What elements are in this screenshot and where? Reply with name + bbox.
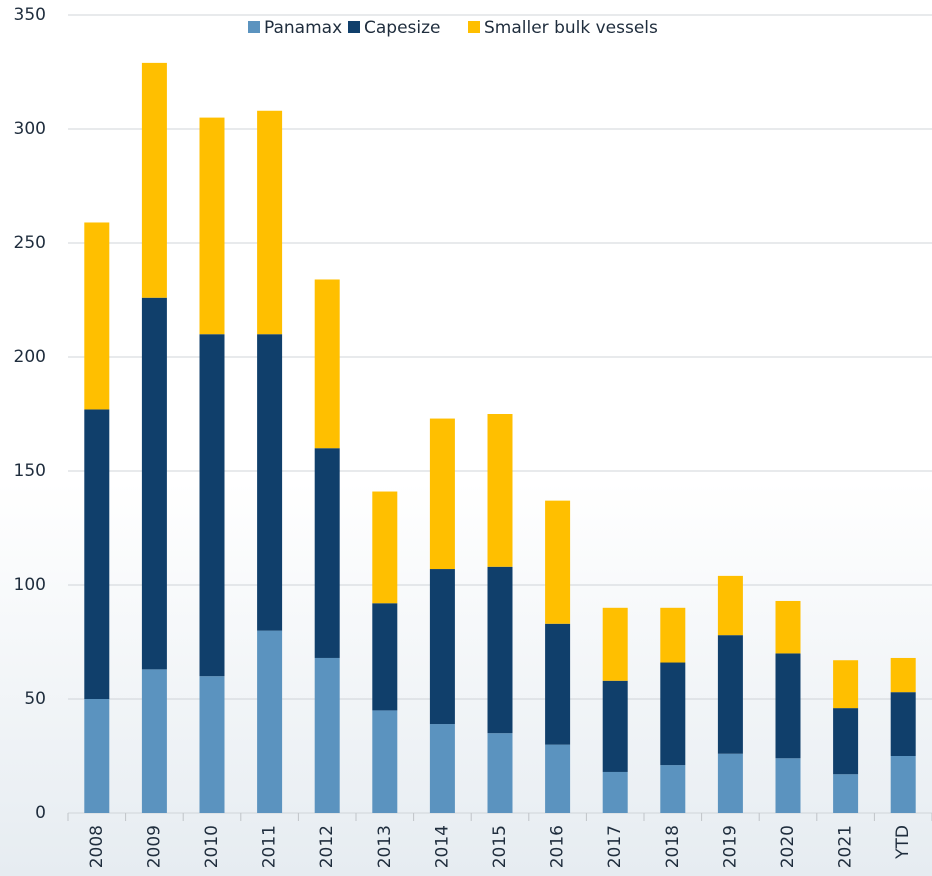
y-tick-label: 150 <box>14 461 46 481</box>
bar-segment <box>833 774 859 813</box>
bar-segment <box>890 657 916 693</box>
legend-swatch <box>248 21 260 33</box>
bar-segment <box>487 566 513 734</box>
bar-segment <box>717 753 743 813</box>
bar-segment <box>84 699 110 813</box>
legend-label: Smaller bulk vessels <box>484 18 658 38</box>
x-tick-label: 2018 <box>663 825 683 868</box>
x-tick-label: 2008 <box>87 825 107 868</box>
legend-label: Panamax <box>264 18 342 38</box>
bar-segment <box>487 733 513 813</box>
bar-segment <box>545 623 571 745</box>
bar-segment <box>84 409 110 699</box>
bar-segment <box>257 334 283 631</box>
bar-segment <box>775 600 801 654</box>
bar-segment <box>833 660 859 709</box>
x-tick-label: 2015 <box>490 825 510 868</box>
bar-segment <box>545 744 571 813</box>
bar-segment <box>314 279 340 449</box>
x-tick-label: 2010 <box>202 825 222 868</box>
bar-segment <box>602 680 628 772</box>
y-tick-label: 0 <box>35 803 46 823</box>
bar-segment <box>429 418 455 570</box>
bar-segment <box>257 630 283 813</box>
x-tick-label: 2016 <box>548 825 568 868</box>
y-tick-label: 300 <box>14 119 46 139</box>
x-tick-label: YTD <box>893 825 913 860</box>
bar-segment <box>141 62 167 298</box>
x-tick-label: 2017 <box>605 825 625 868</box>
bar-segment <box>141 297 167 670</box>
x-tick-label: 2021 <box>836 825 856 868</box>
bar-segment <box>141 669 167 813</box>
bar-segment <box>84 222 110 410</box>
bar-segment <box>257 110 283 335</box>
bar-segment <box>429 724 455 813</box>
bar-segment <box>199 676 225 813</box>
bar-segment <box>602 771 628 813</box>
bar-segment <box>660 607 686 663</box>
y-tick-label: 200 <box>14 347 46 367</box>
legend-label: Capesize <box>364 18 441 38</box>
bar-segment <box>717 635 743 754</box>
bar-segment <box>890 756 916 813</box>
bar-segment <box>833 708 859 775</box>
bar-segment <box>372 710 398 813</box>
bar-segment <box>775 758 801 813</box>
bar-segment <box>314 448 340 658</box>
bar-segment <box>660 662 686 766</box>
y-tick-label: 250 <box>14 233 46 253</box>
x-tick-label: 2012 <box>317 825 337 868</box>
bar-segment <box>775 653 801 759</box>
x-tick-label: 2011 <box>260 825 280 868</box>
x-tick-label: 2014 <box>432 825 452 868</box>
x-tick-label: 2009 <box>144 825 164 868</box>
bar-segment <box>372 603 398 711</box>
bar-segment <box>660 765 686 813</box>
bar-segment <box>199 117 225 335</box>
x-tick-label: 2013 <box>375 825 395 868</box>
legend-swatch <box>348 21 360 33</box>
legend-swatch <box>468 21 480 33</box>
bar-segment <box>372 491 398 604</box>
bar-segment <box>602 607 628 681</box>
x-tick-label: 2020 <box>778 825 798 868</box>
bar-segment <box>890 692 916 756</box>
bar-segment <box>199 334 225 677</box>
bar-segment <box>314 657 340 813</box>
y-tick-label: 350 <box>14 5 46 25</box>
x-tick-label: 2019 <box>720 825 740 868</box>
bar-segment <box>487 414 513 567</box>
bar-segment <box>717 575 743 636</box>
y-tick-label: 50 <box>24 689 46 709</box>
bar-segment <box>429 569 455 725</box>
y-tick-label: 100 <box>14 575 46 595</box>
bar-segment <box>545 500 571 624</box>
